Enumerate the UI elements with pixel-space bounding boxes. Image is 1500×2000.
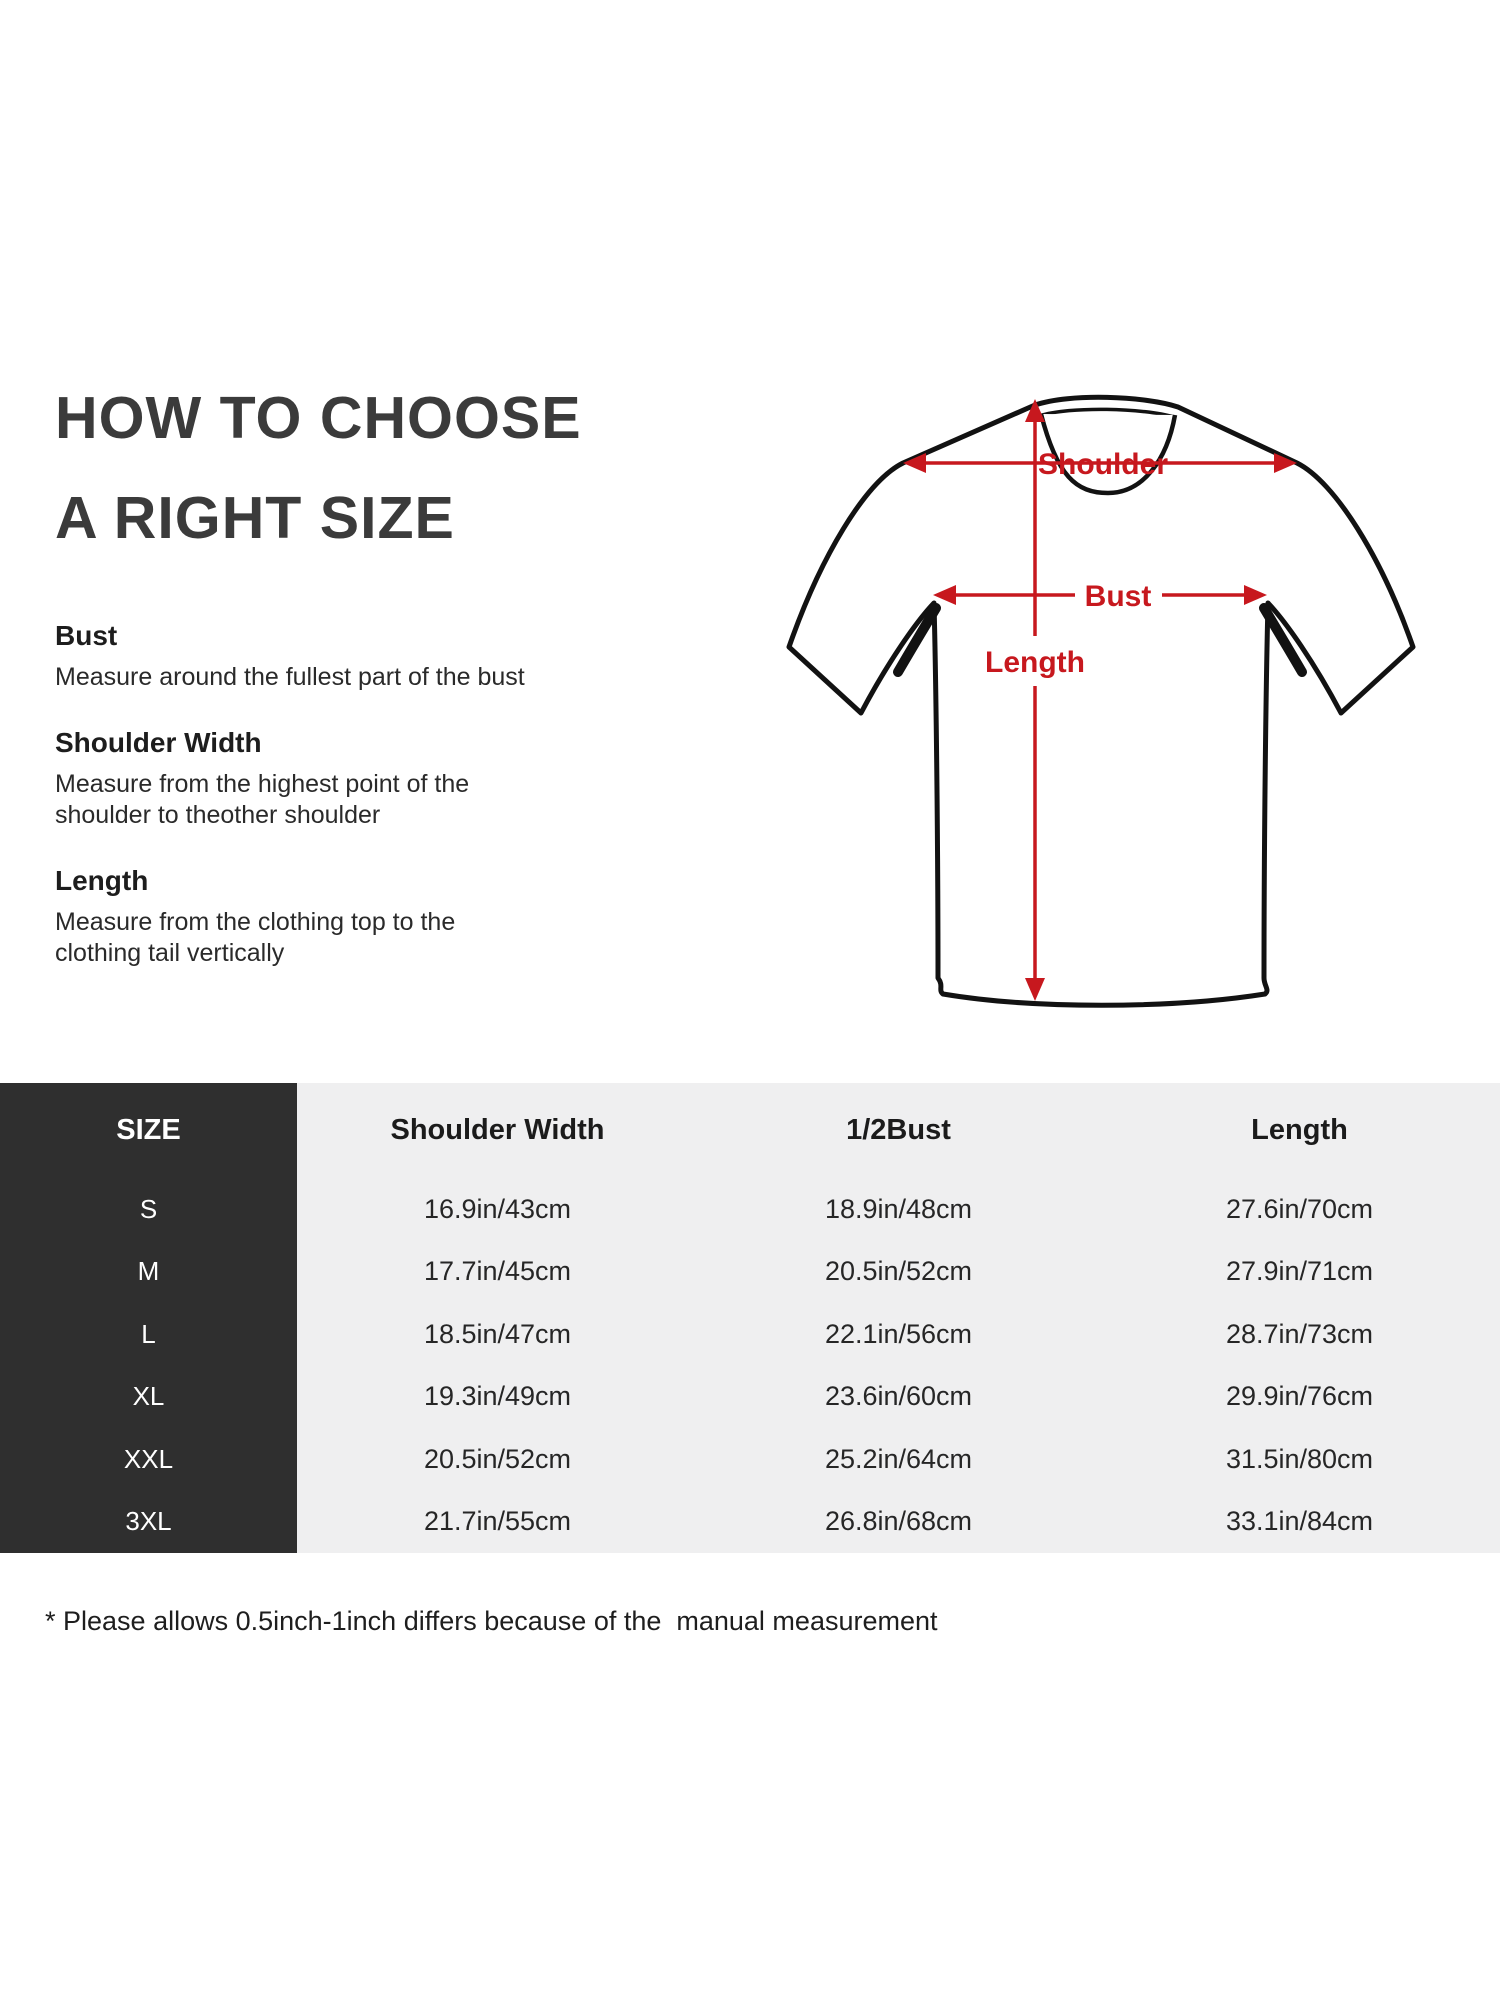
size-table-header-length: Length: [1099, 1083, 1500, 1178]
definition-desc-line: shoulder to theother shoulder: [55, 801, 381, 829]
size-cell: S: [0, 1178, 297, 1241]
size-cell: XXL: [0, 1428, 297, 1491]
size-cell: M: [0, 1240, 297, 1303]
shoulder-width-cell: 19.3in/49cm: [297, 1365, 698, 1428]
half-bust-cell: 23.6in/60cm: [698, 1365, 1099, 1428]
shoulder-width-cell: 20.5in/52cm: [297, 1428, 698, 1491]
tshirt-measurement-diagram: Shoulder Bust Length: [786, 394, 1416, 1008]
shoulder-width-cell: 17.7in/45cm: [297, 1240, 698, 1303]
size-table: SIZE Shoulder Width 1/2Bust Length S 16.…: [0, 1083, 1500, 1553]
length-cell: 28.7in/73cm: [1099, 1303, 1500, 1366]
definition-desc-line: clothing tail vertically: [55, 939, 285, 967]
shoulder-arrow: [903, 453, 1297, 473]
length-label: Length: [985, 646, 1085, 679]
size-cell: 3XL: [0, 1490, 297, 1553]
definition-term: Length: [55, 865, 149, 896]
definition-desc-line: Measure around the fullest part of the b…: [55, 663, 525, 691]
page-title-line1: HOW TO CHOOSE: [55, 385, 582, 451]
size-table-header-shoulder: Shoulder Width: [297, 1083, 698, 1178]
bust-arrow: [933, 585, 1267, 605]
shoulder-width-cell: 16.9in/43cm: [297, 1178, 698, 1241]
collar-opening: [1038, 413, 1178, 496]
half-bust-cell: 25.2in/64cm: [698, 1428, 1099, 1491]
measurement-footnote: * Please allows 0.5inch-1inch differs be…: [45, 1606, 938, 1636]
definition-shoulder-width: Shoulder Width Measure from the highest …: [55, 727, 555, 831]
size-cell: L: [0, 1303, 297, 1366]
half-bust-cell: 22.1in/56cm: [698, 1303, 1099, 1366]
page-title-line2: A RIGHT SIZE: [55, 485, 455, 551]
length-cell: 31.5in/80cm: [1099, 1428, 1500, 1491]
size-cell: XL: [0, 1365, 297, 1428]
collar-band-line: [1038, 407, 1175, 419]
bust-label: Bust: [1085, 580, 1152, 613]
size-table-header-size: SIZE: [0, 1083, 297, 1178]
size-table-header-halfbust: 1/2Bust: [698, 1083, 1099, 1178]
left-armpit-shading: [893, 603, 941, 677]
page-title: HOW TO CHOOSE A RIGHT SIZE: [55, 368, 582, 568]
shoulder-width-cell: 18.5in/47cm: [297, 1303, 698, 1366]
length-cell: 29.9in/76cm: [1099, 1365, 1500, 1428]
measurement-definitions: Bust Measure around the fullest part of …: [55, 620, 555, 1003]
tshirt-outline: [786, 394, 1416, 1008]
definition-desc-line: Measure from the clothing top to the: [55, 908, 456, 936]
shoulder-width-cell: 21.7in/55cm: [297, 1490, 698, 1553]
right-armpit-shading: [1259, 603, 1307, 677]
definition-bust: Bust Measure around the fullest part of …: [55, 620, 555, 693]
length-cell: 33.1in/84cm: [1099, 1490, 1500, 1553]
definition-term: Bust: [55, 620, 118, 651]
definition-desc-line: Measure from the highest point of the: [55, 770, 470, 798]
length-cell: 27.9in/71cm: [1099, 1240, 1500, 1303]
shoulder-label: Shoulder: [1038, 448, 1168, 481]
length-cell: 27.6in/70cm: [1099, 1178, 1500, 1241]
definition-length: Length Measure from the clothing top to …: [55, 865, 555, 969]
half-bust-cell: 26.8in/68cm: [698, 1490, 1099, 1553]
half-bust-cell: 20.5in/52cm: [698, 1240, 1099, 1303]
half-bust-cell: 18.9in/48cm: [698, 1178, 1099, 1241]
length-arrow: [1025, 399, 1045, 1001]
definition-term: Shoulder Width: [55, 727, 262, 758]
